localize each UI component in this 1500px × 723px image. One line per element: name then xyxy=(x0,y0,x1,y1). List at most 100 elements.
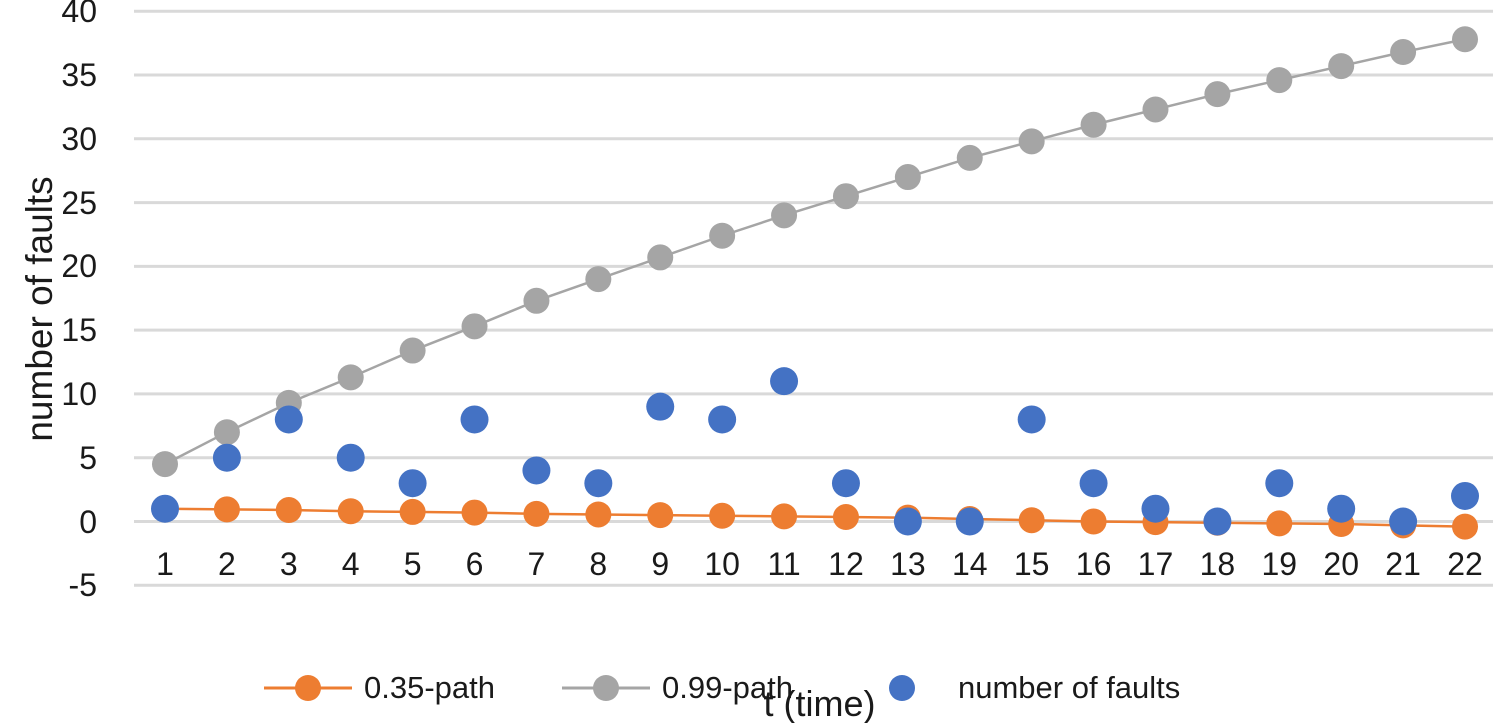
x-tick-label: 19 xyxy=(1261,546,1298,582)
series-marker-0.99-path xyxy=(1018,128,1045,155)
series-marker-0.35-path xyxy=(771,503,798,530)
scatter-point-number-of-faults xyxy=(831,469,860,498)
series-marker-0.99-path xyxy=(461,313,488,340)
line-marker-swatch-orange-icon xyxy=(264,675,352,701)
series-line-0.99-path xyxy=(164,38,1466,466)
x-tick-label: 9 xyxy=(651,546,670,582)
y-tick-label: 35 xyxy=(61,57,97,93)
y-tick-label: -5 xyxy=(68,567,97,604)
series-marker-0.35-path xyxy=(709,502,736,529)
x-tick-label: 13 xyxy=(890,546,926,582)
series-marker-0.35-path xyxy=(399,498,426,525)
legend-item-035-path: 0.35-path xyxy=(264,664,495,712)
legend-item-099-path: 0.99-path xyxy=(562,664,793,712)
scatter-point-number-of-faults xyxy=(274,405,303,434)
series-marker-0.35-path xyxy=(337,498,364,525)
scatter-point-number-of-faults xyxy=(955,507,984,536)
y-tick-label: 30 xyxy=(61,120,97,157)
y-tick-label: 0 xyxy=(79,503,97,540)
series-marker-0.99-path xyxy=(337,364,364,391)
series-marker-0.99-path xyxy=(213,419,240,446)
series-line-0.35-path xyxy=(164,507,1466,528)
scatter-point-number-of-faults xyxy=(1389,507,1418,536)
x-tick-label: 20 xyxy=(1323,546,1359,582)
chart-legend: 0.35-path 0.99-path number of faults xyxy=(0,664,1500,712)
x-tick-label: 21 xyxy=(1385,546,1421,582)
series-marker-0.99-path xyxy=(1266,67,1293,94)
series-marker-0.99-path xyxy=(647,244,674,271)
x-tick-label: 4 xyxy=(341,546,360,582)
series-marker-0.99-path xyxy=(709,222,736,249)
x-tick-label: 2 xyxy=(217,546,236,582)
scatter-point-number-of-faults xyxy=(646,392,675,421)
x-axis-title: t (time) xyxy=(763,683,876,723)
scatter-point-number-of-faults xyxy=(893,507,922,536)
y-tick-label: 10 xyxy=(61,375,97,412)
y-tick-label: 20 xyxy=(61,248,97,285)
x-tick-label: 15 xyxy=(1013,546,1050,582)
dot-swatch-blue-icon xyxy=(889,675,915,701)
x-tick-label: 14 xyxy=(951,546,988,582)
y-tick-label: 40 xyxy=(61,0,97,30)
series-marker-0.35-path xyxy=(1018,507,1045,534)
series-marker-0.35-path xyxy=(1080,508,1107,535)
series-marker-0.35-path xyxy=(213,496,240,523)
series-marker-0.99-path xyxy=(1142,96,1169,123)
series-marker-0.35-path xyxy=(275,497,302,524)
series-marker-0.35-path xyxy=(1452,513,1479,540)
scatter-point-number-of-faults xyxy=(1451,481,1480,510)
legend-item-number-of-faults: number of faults xyxy=(888,664,1180,712)
scatter-point-number-of-faults xyxy=(460,405,489,434)
x-tick-label: 17 xyxy=(1137,546,1174,582)
series-marker-0.99-path xyxy=(894,164,921,191)
series-marker-0.99-path xyxy=(1204,81,1231,108)
x-tick-label: 6 xyxy=(465,546,484,582)
scatter-point-number-of-faults xyxy=(1017,405,1046,434)
x-tick-label: 7 xyxy=(527,546,546,582)
series-marker-0.99-path xyxy=(1328,53,1355,80)
scatter-point-number-of-faults xyxy=(212,443,241,472)
series-marker-0.35-path xyxy=(585,501,612,528)
x-tick-label: 12 xyxy=(828,546,864,582)
series-marker-0.35-path xyxy=(1266,510,1293,537)
series-marker-0.99-path xyxy=(152,451,178,478)
series-marker-0.99-path xyxy=(585,266,612,293)
legend-label: number of faults xyxy=(958,670,1181,705)
scatter-point-number-of-faults xyxy=(770,367,799,396)
series-marker-0.99-path xyxy=(523,287,550,314)
series-marker-0.99-path xyxy=(399,337,426,364)
y-tick-label: 5 xyxy=(79,439,97,476)
y-tick-label: 25 xyxy=(61,184,97,221)
scatter-point-number-of-faults xyxy=(336,443,365,472)
scatter-point-number-of-faults xyxy=(584,469,613,498)
series-marker-0.35-path xyxy=(523,500,550,527)
scatter-point-number-of-faults xyxy=(1203,507,1232,536)
y-axis-title: number of faults xyxy=(19,176,60,442)
scatter-point-number-of-faults xyxy=(151,494,179,523)
scatter-point-number-of-faults xyxy=(1265,469,1294,498)
series-marker-0.99-path xyxy=(832,183,859,210)
series-marker-0.35-path xyxy=(461,499,488,526)
scatter-point-number-of-faults xyxy=(1327,494,1356,523)
x-tick-label: 18 xyxy=(1199,546,1236,582)
legend-label: 0.35-path xyxy=(364,670,495,705)
x-tick-label: 5 xyxy=(403,546,422,582)
y-tick-label: 15 xyxy=(61,312,97,349)
x-tick-label: 11 xyxy=(767,546,801,582)
scatter-point-number-of-faults xyxy=(522,456,551,485)
x-tick-label: 10 xyxy=(704,546,740,582)
legend-label: 0.99-path xyxy=(662,670,793,705)
series-marker-0.99-path xyxy=(1390,39,1417,66)
series-marker-0.35-path xyxy=(832,504,859,531)
series-marker-0.35-path xyxy=(647,502,674,529)
scatter-point-number-of-faults xyxy=(1079,469,1108,498)
scatter-point-number-of-faults xyxy=(708,405,737,434)
scatter-point-number-of-faults xyxy=(398,469,427,498)
line-marker-swatch-gray-icon xyxy=(562,675,650,701)
x-tick-label: 1 xyxy=(156,546,174,582)
series-marker-0.99-path xyxy=(1452,26,1479,53)
x-tick-label: 16 xyxy=(1075,546,1112,582)
series-marker-0.99-path xyxy=(956,144,983,171)
